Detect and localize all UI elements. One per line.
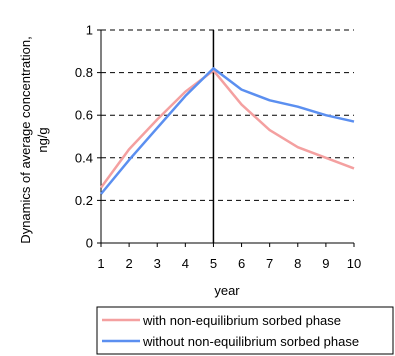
y-axis-title-line-2: ng/g	[35, 127, 50, 152]
x-tick-label-7: 8	[294, 256, 301, 271]
x-tick-label-5: 6	[238, 256, 245, 271]
series-line-0	[99, 69, 355, 189]
series-lines	[99, 67, 355, 195]
legend: with non-equilibrium sorbed phase withou…	[96, 306, 394, 355]
y-tick-label-1: 0.2	[75, 193, 93, 208]
y-tick-label-2: 0.4	[75, 150, 93, 165]
series-line-1	[100, 67, 355, 195]
y-tick-label-5: 1	[86, 23, 93, 38]
y-tick-label-0: 0	[86, 236, 93, 251]
x-tick-label-0: 1	[97, 256, 104, 271]
x-tick-label-6: 7	[266, 256, 273, 271]
grid-lines	[101, 29, 354, 201]
legend-label-with-non-equilibrium: with non-equilibrium sorbed phase	[142, 313, 341, 328]
x-tick-label-8: 9	[322, 256, 329, 271]
legend-box	[96, 306, 394, 355]
x-tick-label-1: 2	[125, 256, 132, 271]
y-tick-label-3: 0.6	[75, 108, 93, 123]
x-tick-label-9: 10	[347, 256, 361, 271]
y-tick-label-4: 0.8	[75, 65, 93, 80]
legend-label-without-non-equilibrium: without non-equilibrium sorbed phase	[142, 334, 359, 349]
x-tick-label-3: 4	[182, 256, 189, 271]
y-axis-title-line-1: Dynamics of average concentration,	[18, 36, 33, 243]
axes	[97, 29, 355, 247]
x-tick-label-4: 5	[210, 256, 217, 271]
x-tick-label-2: 3	[154, 256, 161, 271]
tick-labels: 0 0.2 0.4 0.6 0.8 1 1 2 3 4 5 6 7 8 9 10	[75, 23, 361, 272]
x-axis-title: year	[214, 283, 240, 298]
